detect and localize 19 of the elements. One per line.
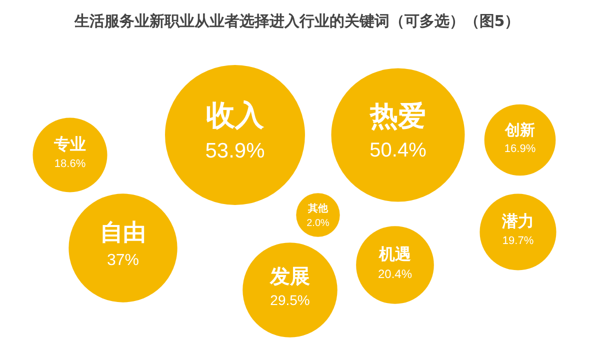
data-label: 53.9% (205, 140, 265, 163)
category-label: 潜力 (501, 212, 534, 231)
category-label: 机遇 (378, 244, 411, 264)
data-label: 2.0% (306, 218, 330, 229)
text: 生活服务业新职业从业者选择进入行业的关键词（可多选）（图5） (73, 12, 520, 30)
category-label: 自由 (100, 220, 146, 246)
category-label: 发展 (269, 264, 310, 288)
data-label: 50.4% (370, 140, 427, 162)
category-label: 收入 (206, 98, 265, 132)
data-label: 37% (106, 252, 140, 270)
category-label: 其他 (307, 202, 329, 215)
category-label: 热爱 (369, 99, 426, 132)
category-label: 创新 (504, 120, 535, 139)
category-label: 专业 (53, 134, 86, 154)
data-label: 20.4% (378, 266, 412, 281)
data-label: 19.7% (502, 234, 534, 247)
data-label: 29.5% (270, 292, 310, 308)
data-label: 18.6% (54, 158, 86, 170)
data-label: 16.9% (504, 142, 536, 155)
